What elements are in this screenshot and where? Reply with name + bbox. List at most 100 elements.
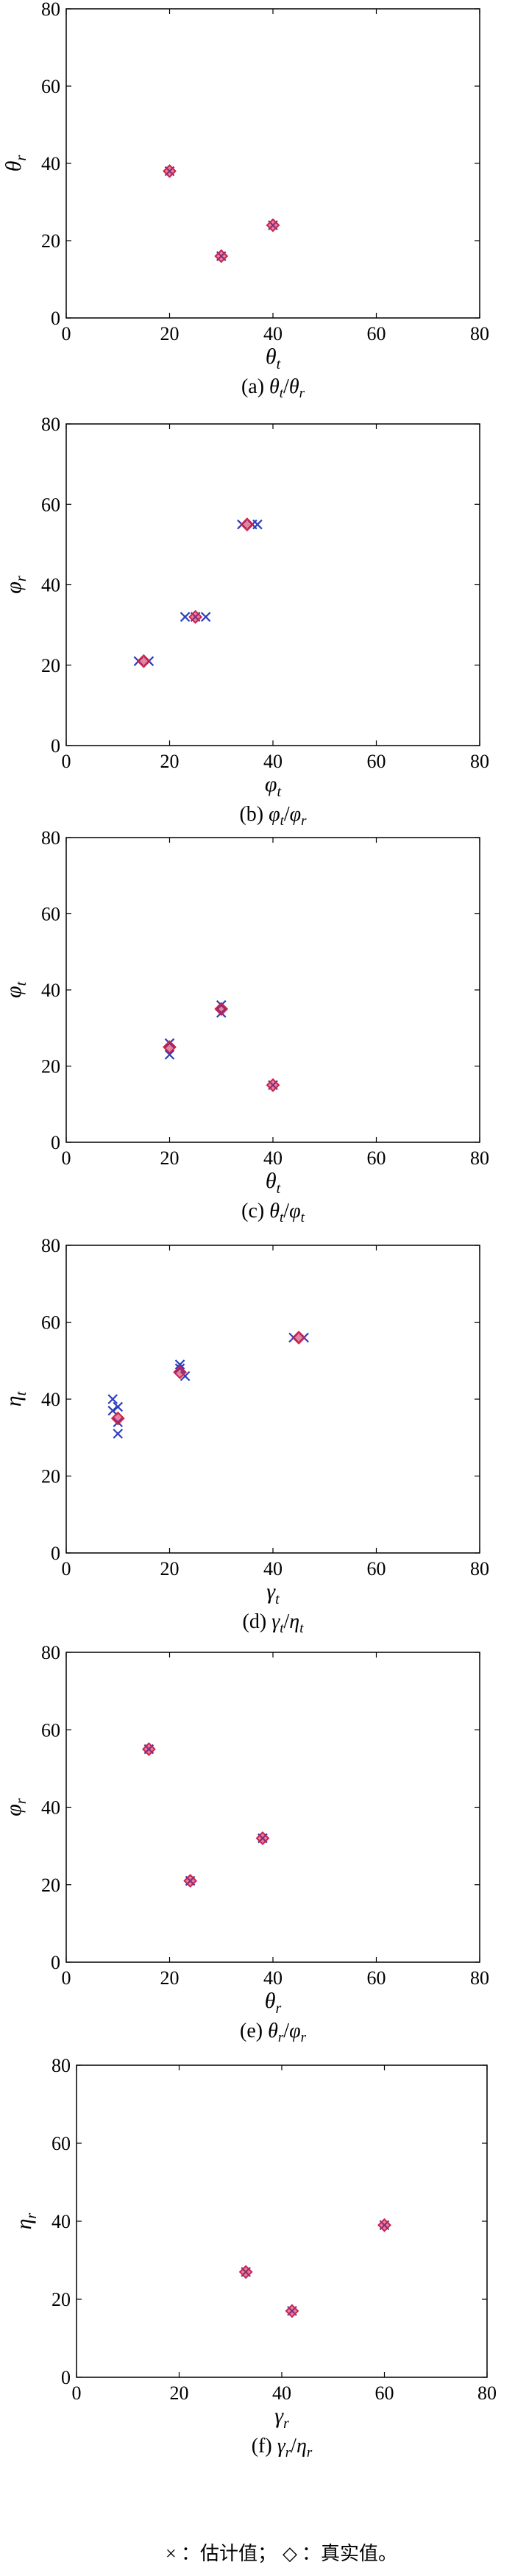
x-tick-label: 80 xyxy=(470,1558,489,1579)
x-tick-label: 0 xyxy=(62,323,71,344)
estimate-point xyxy=(107,1394,118,1404)
y-axis-label: ηt xyxy=(1,1391,29,1406)
true-value-point xyxy=(163,1040,177,1055)
plot-frame xyxy=(76,2064,488,2378)
estimate-point xyxy=(200,612,211,622)
plot-frame xyxy=(65,1652,480,1963)
true-value-point xyxy=(240,517,255,531)
x-tick-label: 60 xyxy=(375,2382,394,2404)
x-tick-label: 20 xyxy=(160,751,180,772)
x-tick-label: 20 xyxy=(170,2382,189,2404)
true-value-point xyxy=(214,249,229,263)
y-tick-label: 40 xyxy=(41,980,60,1001)
y-tick-label: 20 xyxy=(52,2289,71,2310)
x-tick-label: 60 xyxy=(367,1967,386,1989)
chart-panel-2: 0 20 40 60 80 0 20 40 60 80 φt φr (b) φt/φr xyxy=(1,414,489,829)
plot-frame xyxy=(65,8,480,319)
x-tick-label: 20 xyxy=(160,1147,180,1169)
chart-panel-4: 0 20 40 60 80 0 20 40 60 80 γt ηt (d) γt/ηt xyxy=(1,1235,489,1636)
true-value-point xyxy=(255,1831,270,1846)
chart-caption: (c) θt/φt xyxy=(241,1200,305,1225)
chart-caption: (f) γr/ηr xyxy=(252,2435,313,2460)
estimate-point xyxy=(174,1359,185,1370)
x-tick-label: 40 xyxy=(263,1558,283,1579)
estimate-point xyxy=(113,1401,124,1412)
x-axis-label: θr xyxy=(265,1989,282,2017)
x-axis-label: θt xyxy=(266,1169,281,1197)
x-tick-label: 60 xyxy=(367,751,386,772)
legend-true-label: ：真实值。 xyxy=(302,2543,397,2564)
x-tick-label: 80 xyxy=(470,751,489,772)
y-tick-label: 0 xyxy=(51,1543,60,1564)
x-tick-label: 60 xyxy=(367,1147,386,1169)
true-value-point xyxy=(266,218,280,233)
y-axis-label: φt xyxy=(1,981,29,998)
chart-panel-3: 0 20 40 60 80 0 20 40 60 80 θt φt (c) θt/φt xyxy=(1,827,489,1225)
y-axis-label: ηr xyxy=(12,2212,40,2229)
y-tick-label: 40 xyxy=(41,153,60,174)
x-tick-label: 80 xyxy=(470,1967,489,1989)
y-tick-label: 0 xyxy=(51,1132,60,1153)
x-tick-label: 20 xyxy=(160,323,180,344)
x-tick-label: 0 xyxy=(62,751,71,772)
x-tick-label: 40 xyxy=(263,323,283,344)
x-tick-label: 40 xyxy=(263,751,283,772)
estimate-point xyxy=(180,612,191,622)
y-tick-label: 40 xyxy=(41,1797,60,1819)
true-value-point xyxy=(188,609,203,624)
y-tick-label: 20 xyxy=(41,1875,60,1896)
x-tick-label: 0 xyxy=(62,1967,71,1989)
plot-frame xyxy=(65,837,480,1143)
y-tick-label: 60 xyxy=(41,1312,60,1334)
true-value-point xyxy=(266,1078,280,1092)
x-tick-label: 80 xyxy=(470,323,489,344)
x-tick-label: 80 xyxy=(470,1147,489,1169)
y-tick-label: 40 xyxy=(41,1389,60,1410)
true-value-point xyxy=(173,1365,187,1379)
chart-caption: (b) φt/φr xyxy=(239,803,307,829)
y-tick-label: 80 xyxy=(41,0,60,20)
legend: × ：估计值； ◇ ：真实值。 xyxy=(166,2543,397,2564)
y-tick-label: 0 xyxy=(51,735,60,757)
true-value-point xyxy=(214,1002,229,1016)
y-tick-label: 60 xyxy=(52,2133,71,2154)
x-tick-label: 0 xyxy=(62,1558,71,1579)
y-tick-label: 80 xyxy=(41,1642,60,1663)
y-tick-label: 40 xyxy=(52,2211,71,2232)
y-tick-label: 60 xyxy=(41,494,60,515)
x-axis-label: γt xyxy=(266,1579,280,1607)
estimate-point xyxy=(107,1405,118,1416)
x-axis-label: φt xyxy=(265,772,282,800)
y-tick-label: 80 xyxy=(52,2055,71,2076)
x-tick-label: 40 xyxy=(263,1967,283,1989)
x-tick-label: 40 xyxy=(263,1147,283,1169)
x-tick-label: 20 xyxy=(160,1967,180,1989)
true-value-point xyxy=(110,1411,125,1426)
x-tick-label: 0 xyxy=(72,2382,82,2404)
true-value-point xyxy=(291,1330,306,1345)
true-value-point xyxy=(141,1742,156,1756)
true-value-point xyxy=(238,2265,253,2279)
chart-caption: (a) θt/θr xyxy=(241,375,305,401)
chart-caption: (e) θr/φr xyxy=(240,2020,307,2045)
true-value-point xyxy=(163,164,177,178)
y-tick-label: 20 xyxy=(41,1466,60,1487)
y-tick-label: 60 xyxy=(41,76,60,97)
y-tick-label: 40 xyxy=(41,575,60,596)
chart-panel-5: 0 20 40 60 80 0 20 40 60 80 θr φr (e) θr/φr xyxy=(1,1642,489,2045)
x-tick-label: 80 xyxy=(477,2382,497,2404)
y-tick-label: 20 xyxy=(41,230,60,252)
legend-estimate-label: ：估计值； xyxy=(181,2543,277,2564)
x-tick-label: 60 xyxy=(367,1558,386,1579)
y-axis-label: φr xyxy=(1,576,29,594)
true-value-point xyxy=(136,654,151,668)
y-tick-label: 80 xyxy=(41,827,60,849)
y-tick-label: 80 xyxy=(41,1235,60,1256)
y-tick-label: 0 xyxy=(51,1952,60,1973)
plot-frame xyxy=(65,423,480,746)
y-axis-label: θr xyxy=(1,155,29,172)
x-tick-label: 60 xyxy=(367,323,386,344)
chart-panel-1: 0 20 40 60 80 0 20 40 60 80 θt θr (a) θt/θr xyxy=(1,0,489,401)
y-tick-label: 80 xyxy=(41,414,60,435)
